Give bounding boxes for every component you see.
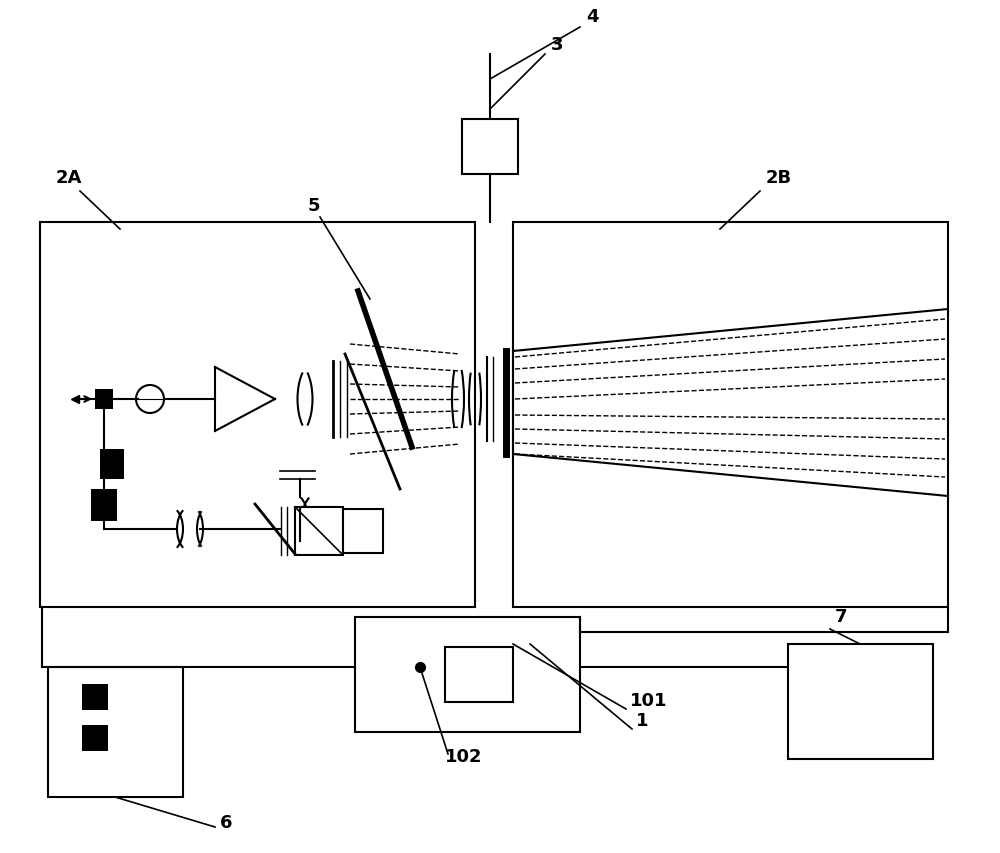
Text: 2B: 2B (766, 169, 792, 187)
Bar (355, 618, 580, 732)
Bar (295, 508, 343, 555)
Bar (91, 490, 117, 521)
Bar (95, 390, 113, 409)
Text: 5: 5 (308, 197, 321, 215)
Bar (462, 120, 518, 175)
Text: 101: 101 (630, 691, 668, 709)
Bar (513, 223, 948, 607)
Bar (100, 450, 124, 479)
Text: 6: 6 (220, 813, 233, 831)
Text: 3: 3 (551, 36, 564, 54)
Bar (40, 223, 475, 607)
Text: 4: 4 (586, 8, 598, 26)
Text: 7: 7 (835, 607, 848, 625)
Bar (788, 644, 933, 759)
Text: 102: 102 (445, 747, 483, 765)
Bar (82, 725, 108, 751)
Bar (343, 509, 383, 554)
Text: 2A: 2A (56, 169, 82, 187)
Text: 1: 1 (636, 711, 648, 729)
Bar (48, 667, 183, 797)
Bar (445, 647, 513, 702)
Bar (82, 684, 108, 711)
